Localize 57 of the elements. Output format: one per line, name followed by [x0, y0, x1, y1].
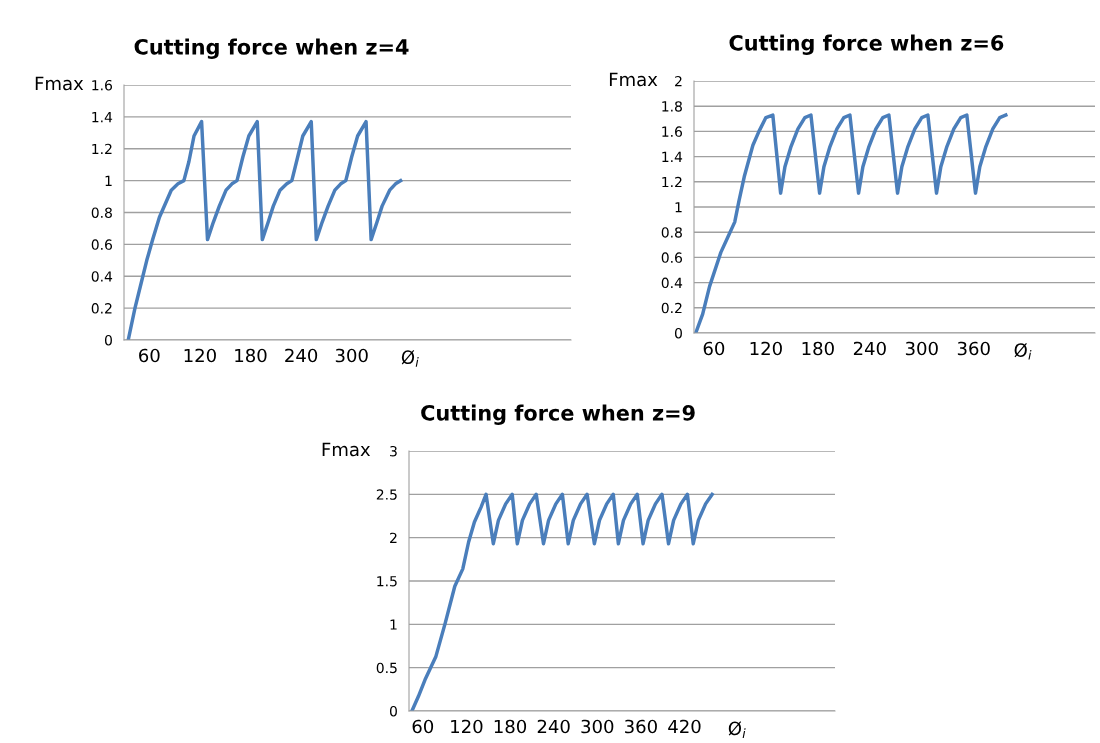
y-tick-label: 1.6 [662, 126, 683, 137]
y-tick-label: 2.5 [376, 489, 397, 500]
y-tick-label: 1.2 [92, 143, 112, 155]
x-tick-label: 60 [412, 719, 434, 734]
x-tick-label: 300 [335, 348, 368, 363]
y-tick-label: 0.4 [91, 271, 113, 282]
x-tick-label: 240 [285, 348, 318, 363]
x-tick-label: 120 [750, 341, 782, 356]
y-tick-label: 0.4 [661, 277, 683, 289]
x-tick-label: 360 [625, 719, 657, 734]
y-tick-label: 0 [104, 334, 112, 346]
y-tick-label: 0.2 [91, 303, 112, 314]
chart-title: Cutting force when z=9 [421, 404, 695, 425]
x-tick-label: 300 [581, 719, 614, 734]
x-tick-label: 300 [905, 341, 938, 356]
y-tick-label: 1.6 [92, 79, 113, 91]
x-axis-title: Ø$_{i}$ [401, 350, 419, 367]
y-tick-label: 0.2 [661, 302, 682, 314]
y-axis-title: Fmax [609, 72, 658, 87]
y-tick-label: 1 [675, 202, 682, 213]
chart-title: Cutting force when z=6 [729, 34, 1004, 55]
x-tick-label: 180 [235, 348, 267, 363]
x-tick-label: 120 [451, 719, 483, 734]
y-tick-label: 0.5 [376, 662, 397, 674]
x-tick-label: 60 [703, 341, 725, 356]
x-tick-label: 180 [494, 719, 527, 734]
x-tick-label: 120 [184, 348, 216, 363]
y-tick-label: 0 [674, 327, 682, 339]
x-tick-label: 60 [139, 348, 160, 363]
y-tick-label: 0.6 [661, 252, 683, 263]
y-axis-title: Fmax [35, 76, 84, 91]
x-axis-title: Ø$_{i}$ [728, 721, 746, 738]
x-tick-label: 420 [668, 719, 701, 734]
x-tick-label: 240 [853, 341, 886, 356]
y-tick-label: 1.4 [662, 151, 683, 162]
y-tick-label: 0.8 [91, 207, 112, 218]
y-tick-label: 0 [389, 705, 397, 717]
y-tick-label: 0.6 [91, 239, 113, 250]
y-tick-label: 1 [105, 175, 112, 186]
chart-title: Cutting force when z=4 [134, 38, 409, 59]
line-series [126, 119, 403, 340]
x-tick-label: 240 [537, 719, 570, 734]
x-tick-label: 180 [802, 341, 834, 356]
y-tick-label: 1.8 [662, 101, 682, 112]
y-tick-label: 2 [675, 75, 682, 87]
x-tick-label: 360 [957, 341, 990, 356]
y-tick-label: 1.4 [92, 112, 113, 123]
y-tick-label: 1.5 [377, 576, 397, 587]
y-tick-label: 3 [390, 445, 397, 457]
x-axis-title: Ø$_{i}$ [1014, 342, 1032, 360]
y-tick-label: 0.8 [661, 227, 682, 238]
y-tick-label: 1.2 [662, 176, 682, 188]
y-tick-label: 1 [390, 619, 397, 630]
line-series [694, 113, 1008, 333]
line-series [410, 492, 714, 711]
y-axis-title: Fmax [322, 442, 371, 457]
y-tick-label: 2 [390, 532, 397, 543]
